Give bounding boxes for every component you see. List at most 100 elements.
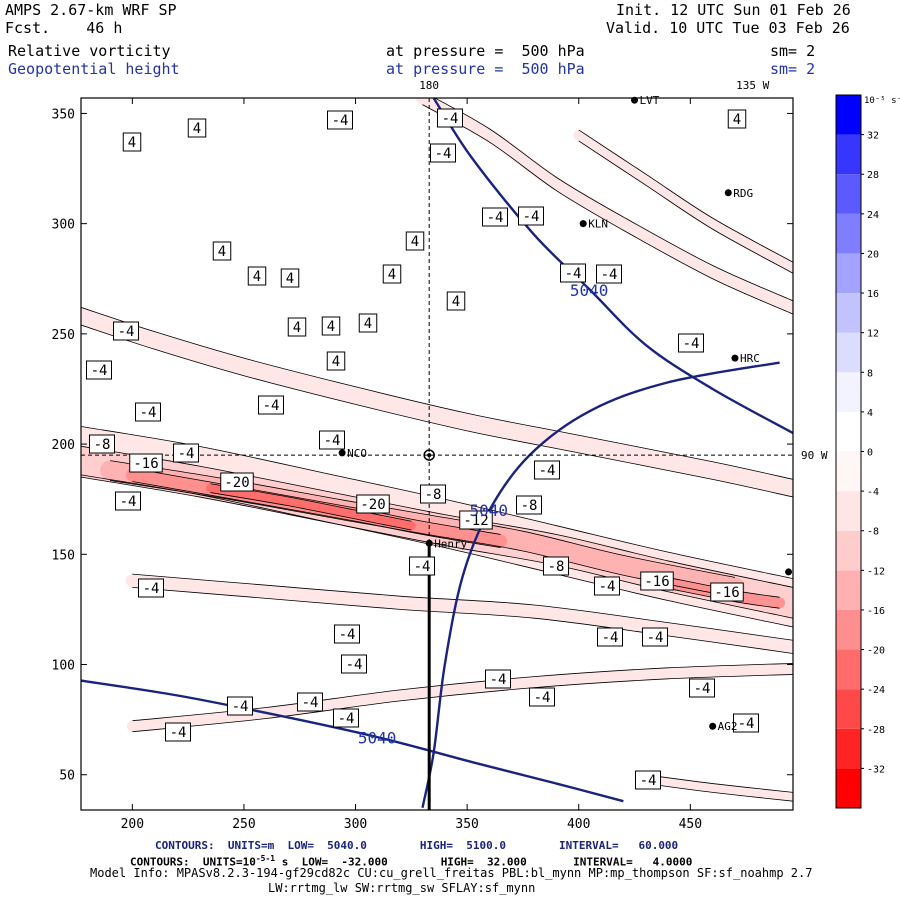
y-tick-label-300: 300 (52, 218, 75, 233)
vorticity-label-box (727, 109, 747, 129)
vorticity-label-text: -4 (332, 113, 349, 129)
vorticity-contour-lower-2 (109, 480, 736, 598)
vorticity-label-4: 4 (727, 109, 747, 129)
field1-smoothing: sm= 2 (770, 42, 816, 60)
vorticity-label-box (405, 231, 425, 251)
vorticity-label-20: -4 (678, 333, 704, 353)
vorticity-label-50: -4 (227, 696, 253, 716)
vorticity-label-box (642, 627, 668, 647)
height-contour-label-2: 5040 (570, 281, 609, 300)
vorticity-label-box (733, 713, 759, 733)
vorticity-label-layer: 4 4 -4 -4 4 -4 -4 -4 4 4 4 4 4 -4 -4 4 4 4 4 -4 -4 4 -4 -4 -4 -8 -… (86, 108, 759, 790)
colorbar-segment-15 (836, 174, 861, 214)
vorticity-label-44: -4 (642, 627, 668, 647)
colorbar-segment-9 (836, 411, 861, 452)
colorbar-segment-3 (836, 649, 861, 690)
footer-contours-vorticity-exp: -5 (255, 854, 266, 863)
colorbar-tick-label-15: -28 (867, 725, 885, 736)
height-label-layer: 5040 5040 5040 (358, 281, 609, 747)
vorticity-label-text: -4 (640, 773, 657, 789)
vorticity-label-box (459, 510, 493, 530)
vorticity-label-text: 4 (327, 319, 335, 335)
station-dot (425, 539, 433, 547)
vorticity-label-51: -4 (333, 708, 359, 728)
vorticity-label-text: -16 (644, 574, 669, 590)
vorticity-band-10 (573, 129, 793, 274)
colorbar-tick-label-5: 12 (867, 329, 879, 340)
vorticity-label-box (341, 654, 367, 674)
vorticity-label-30: -20 (220, 472, 254, 492)
vorticity-label-box (326, 351, 346, 371)
x-tick-label-200: 200 (121, 817, 144, 832)
vorticity-label-9: 4 (212, 241, 232, 261)
vorticity-label-text: -4 (170, 725, 187, 741)
vorticity-label-text: -4 (435, 146, 452, 162)
vorticity-contour-lower-8 (132, 674, 793, 733)
vorticity-label-46: -4 (485, 669, 511, 689)
vorticity-label-box (596, 264, 622, 284)
colorbar-segment-4 (836, 609, 861, 650)
vorticity-label-39: -4 (594, 576, 620, 596)
vorticity-label-text: 4 (128, 135, 136, 151)
vorticity-label-box (356, 494, 390, 514)
vorticity-label-text: 4 (388, 267, 396, 283)
vorticity-label-29: -4 (534, 460, 560, 480)
station-lvt: LVT (631, 94, 660, 107)
station-label: Henry (434, 537, 467, 550)
vorticity-label-box (227, 696, 253, 716)
vorticity-label-text: -4 (534, 690, 551, 706)
vorticity-label-text: -4 (738, 716, 755, 732)
footer-model-info-2: LW:rrtmg_lw SW:rrtmg_sw SFLAY:sf_mynn (268, 881, 536, 895)
vorticity-label-33: -20 (356, 494, 390, 514)
vorticity-label-54: -4 (635, 770, 661, 790)
station-rdg: RDG (724, 187, 753, 200)
colorbar-tick-label-16: -32 (867, 764, 885, 775)
plot-frame (80, 97, 794, 811)
height-contour-2 (432, 98, 793, 435)
vorticity-label-box (135, 402, 161, 422)
vorticity-label-10: 4 (247, 266, 267, 286)
vorticity-contour-lower-9 (422, 104, 793, 315)
vorticity-contour-upper-9 (433, 98, 793, 302)
vorticity-label-text: -4 (487, 210, 504, 226)
vorticity-contour-upper-3 (132, 467, 501, 535)
footer-contours-height: CONTOURS: UNITS=m LOW= 5040.0 HIGH= 5100… (155, 839, 679, 852)
vorticity-label-43: -4 (597, 627, 623, 647)
grid-layer: 180 135 W 90 W (81, 79, 828, 810)
footer-contours-vorticity-suffix: s LOW= -32.000 HIGH= 32.000 INTERVAL= 4.… (275, 855, 693, 869)
vorticity-label-box (187, 118, 207, 138)
colorbar-tick-label-11: -12 (867, 566, 885, 577)
colorbar-segment-6 (836, 530, 861, 571)
vorticity-label-box (321, 316, 341, 336)
colorbar-unit-label: 10⁻⁵ s⁻¹ (864, 96, 900, 106)
vorticity-label-3: -4 (437, 108, 463, 128)
colorbar-segment-11 (836, 332, 861, 373)
vorticity-label-text: -4 (601, 267, 618, 283)
center-marker-icon (423, 449, 435, 461)
colorbar-tick-label-3: 20 (867, 249, 879, 260)
x-tick-label-300: 300 (344, 817, 367, 832)
vorticity-label-box (258, 395, 284, 415)
vorticity-contour-upper-6 (81, 307, 793, 480)
vorticity-label-box (640, 571, 674, 591)
vorticity-label-text: 4 (452, 294, 460, 310)
colorbar-tick-label-10: -8 (867, 527, 879, 538)
vorticity-label-32: -4 (115, 491, 141, 511)
vorticity-label-24: -4 (135, 402, 161, 422)
field1-name: Relative vorticity (8, 42, 171, 60)
vorticity-contour-lower-3 (132, 481, 501, 549)
colorbar-segment-1 (836, 728, 861, 769)
station-label: HRC (740, 352, 760, 365)
vorticity-label-text: -4 (490, 672, 507, 688)
field2-level: at pressure = 500 hPa (386, 60, 585, 78)
vorticity-label-41: -4 (138, 578, 164, 598)
vorticity-label-box (482, 207, 508, 227)
vorticity-label-37: -4 (409, 556, 435, 576)
y-tick-label-150: 150 (52, 548, 75, 563)
station-marker-7 (785, 568, 793, 576)
vorticity-label-text: -4 (523, 209, 540, 225)
colorbar: 10⁻⁵ s⁻¹ 32 28 24 20 16 12 8 4 0 -4 -8 -12 -16 -20 -24 -… (835, 94, 900, 809)
vorticity-label-7: -4 (518, 206, 544, 226)
vorticity-label-box (220, 472, 254, 492)
